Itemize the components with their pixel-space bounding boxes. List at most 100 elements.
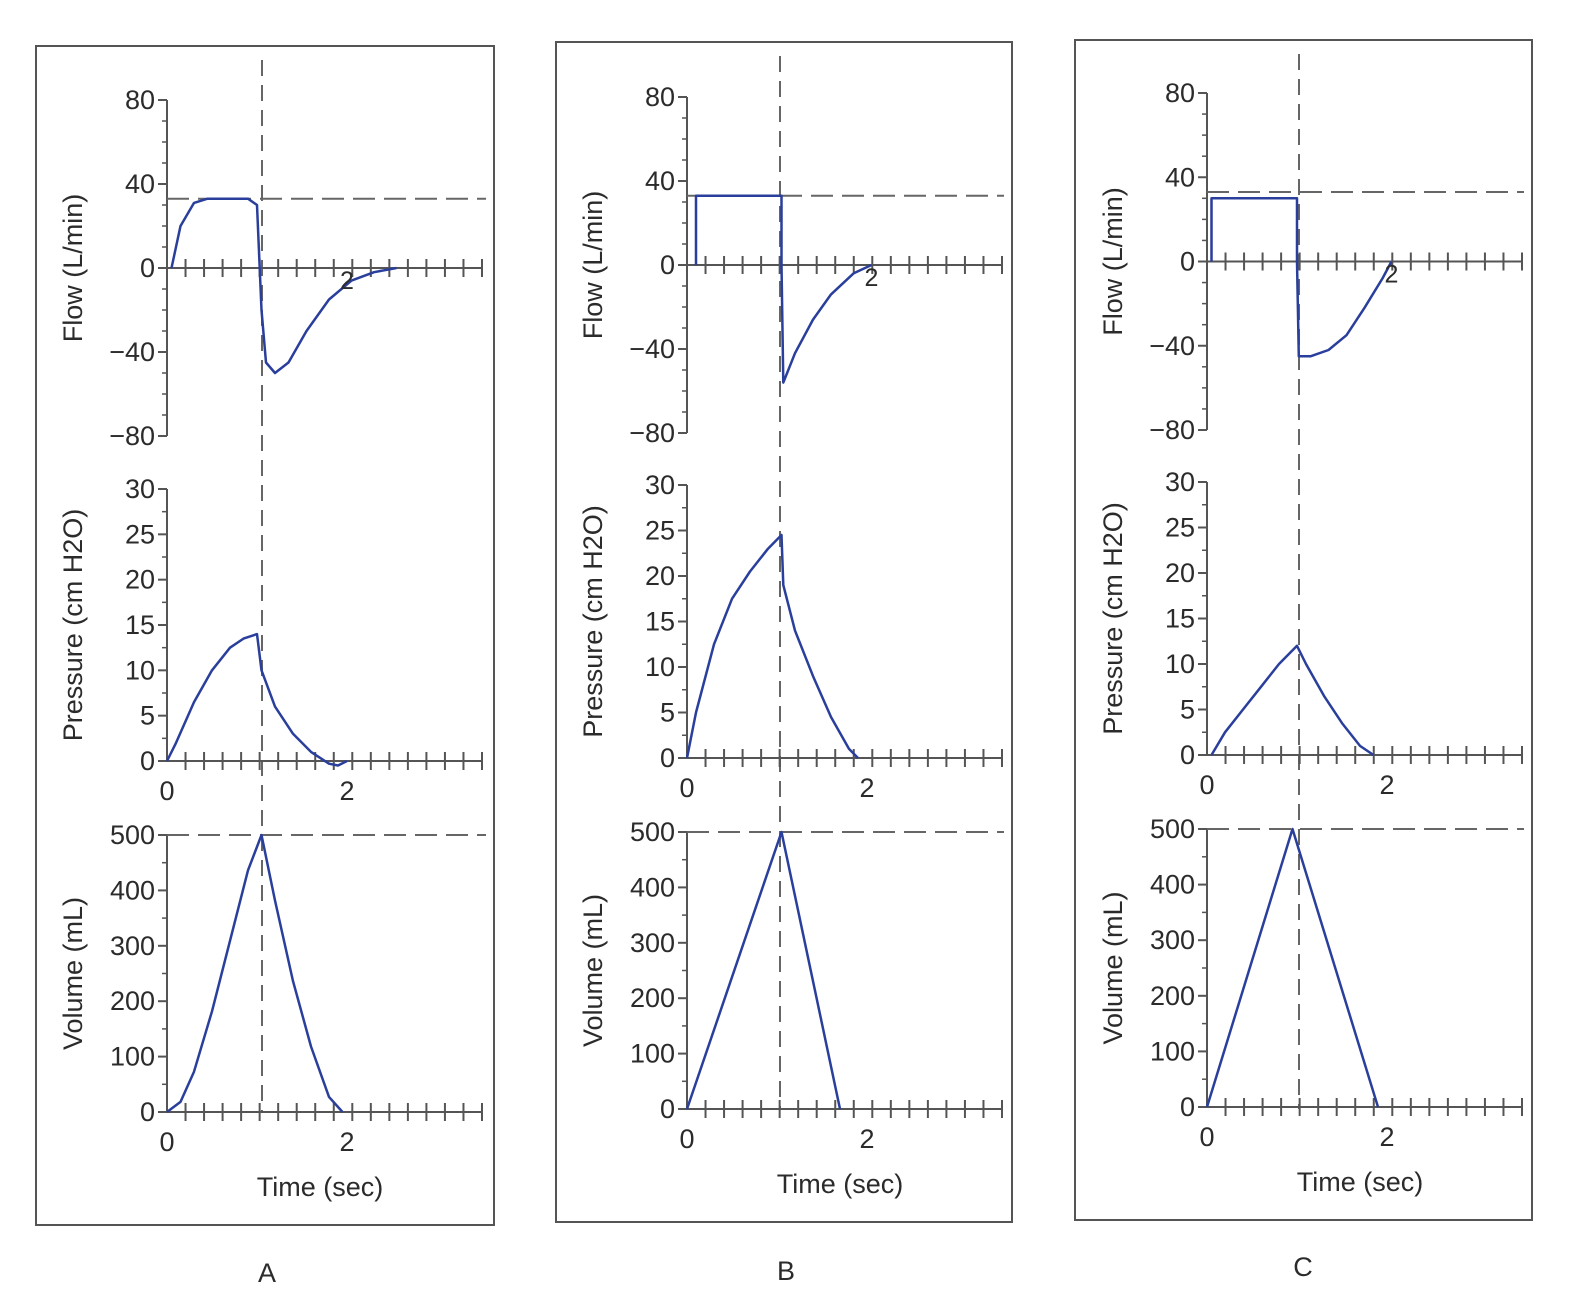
series-line [165, 632, 348, 767]
y-tick-label: 100 [110, 1042, 155, 1072]
y-tick-label: 5 [1180, 695, 1195, 725]
y-tick-label: 100 [630, 1039, 675, 1069]
y-tick-label: 80 [125, 85, 155, 115]
y-tick-label: 25 [1165, 513, 1195, 543]
series-line [694, 194, 873, 384]
subplot-flow: 80 40 0 −40 −80 Flow (L/min) 2 [1098, 78, 1524, 445]
y-axis-title: Flow (L/min) [58, 194, 88, 343]
y-tick-label: 40 [1165, 162, 1195, 192]
y-tick-label: 15 [125, 610, 155, 640]
series-line [685, 533, 859, 759]
y-tick-label: 0 [660, 1094, 675, 1124]
y-tick-label: −40 [629, 334, 675, 364]
y-tick-label: 10 [1165, 649, 1195, 679]
y-tick-label: 200 [630, 983, 675, 1013]
panel-frame [1074, 39, 1533, 1221]
y-tick-label: −80 [1149, 415, 1195, 445]
y-tick-label: 25 [125, 519, 155, 549]
curve-label: 2 [340, 267, 354, 295]
y-tick-label: 300 [1150, 925, 1195, 955]
y-tick-label: 10 [645, 652, 675, 682]
panel-label: B [777, 1256, 795, 1286]
y-tick-label: 0 [1180, 740, 1195, 770]
y-tick-label: 400 [110, 875, 155, 905]
y-tick-label: −80 [109, 421, 155, 451]
series-line [166, 833, 344, 1114]
y-tick-label: 0 [1180, 247, 1195, 277]
x-tick-label: 0 [1199, 1122, 1214, 1152]
subplot-volume: 500 400 300 200 100 00 2 Volume (mL) Time (sec) [1098, 814, 1524, 1197]
y-tick-label: 400 [1150, 870, 1195, 900]
y-tick-label: 500 [630, 817, 675, 847]
x-axis-title: Time (sec) [1297, 1167, 1424, 1197]
subplot-pressure: 30 25 20 15 10 5 00 2 Pressure (cm H2O) [58, 474, 483, 806]
y-tick-label: 15 [1165, 604, 1195, 634]
subplot-flow: 80 40 0 −40 −80 Flow (L/min) 2 [58, 85, 486, 451]
subplot-pressure: 30 25 20 15 10 5 00 2 Pressure (cm H2O) [1098, 467, 1523, 800]
curve-label: 2 [865, 264, 879, 292]
y-tick-label: −80 [629, 418, 675, 448]
y-tick-label: 25 [645, 516, 675, 546]
panel-frame [555, 41, 1013, 1223]
y-tick-label: 0 [140, 253, 155, 283]
x-tick-label: 2 [339, 776, 354, 806]
y-tick-label: 300 [630, 928, 675, 958]
x-axis-title: Time (sec) [777, 1169, 904, 1199]
y-tick-label: 80 [1165, 78, 1195, 108]
y-tick-label: 20 [125, 565, 155, 595]
y-axis-title: Pressure (cm H2O) [1098, 502, 1128, 735]
y-tick-label: 500 [1150, 814, 1195, 844]
y-tick-label: 80 [645, 82, 675, 112]
y-tick-label: 20 [1165, 558, 1195, 588]
y-tick-label: 200 [110, 986, 155, 1016]
y-tick-label: 20 [645, 561, 675, 591]
x-tick-label: 2 [859, 1124, 874, 1154]
y-axis-title: Pressure (cm H2O) [58, 509, 88, 742]
y-tick-label: 100 [1150, 1036, 1195, 1066]
y-tick-label: 0 [660, 743, 675, 773]
y-tick-label: 400 [630, 872, 675, 902]
y-tick-label: 0 [140, 1097, 155, 1127]
x-tick-label: 0 [159, 1127, 174, 1157]
panel-frame [35, 45, 495, 1226]
x-tick-label: 2 [1379, 1122, 1394, 1152]
y-axis-title: Volume (mL) [1098, 891, 1128, 1044]
y-tick-label: 0 [1180, 1092, 1195, 1122]
subplot-flow: 80 40 0 −40 −80 Flow (L/min) 2 [578, 82, 1004, 448]
subplot-volume: 500 400 300 200 100 00 2 Volume (mL) Time (sec) [58, 820, 486, 1202]
x-tick-label: 0 [1199, 770, 1214, 800]
y-tick-label: 40 [645, 166, 675, 196]
y-axis-title: Flow (L/min) [578, 191, 608, 340]
y-tick-label: 15 [645, 607, 675, 637]
y-tick-label: 5 [660, 698, 675, 728]
y-tick-label: 10 [125, 655, 155, 685]
y-tick-label: 200 [1150, 981, 1195, 1011]
y-axis-title: Pressure (cm H2O) [578, 505, 608, 738]
x-tick-label: 0 [679, 773, 694, 803]
series-line [170, 197, 397, 375]
y-tick-label: 0 [140, 746, 155, 776]
x-tick-label: 2 [339, 1127, 354, 1157]
y-axis-title: Volume (mL) [58, 897, 88, 1050]
series-line [1205, 827, 1380, 1108]
y-tick-label: 40 [125, 169, 155, 199]
y-tick-label: 0 [660, 250, 675, 280]
y-tick-label: −40 [1149, 331, 1195, 361]
y-tick-label: 30 [1165, 467, 1195, 497]
x-tick-label: 2 [859, 773, 874, 803]
y-axis-title: Volume (mL) [578, 894, 608, 1047]
y-tick-label: 30 [645, 470, 675, 500]
y-axis-title: Flow (L/min) [1098, 187, 1128, 336]
panel-label: C [1293, 1252, 1313, 1282]
curve-label: 2 [1385, 261, 1399, 289]
series-line [1210, 197, 1393, 358]
x-tick-label: 0 [159, 776, 174, 806]
series-line [1210, 644, 1375, 757]
y-tick-label: 500 [110, 820, 155, 850]
subplot-volume: 500 400 300 200 100 00 2 Volume (mL) Time (sec) [578, 817, 1004, 1199]
x-axis-title: Time (sec) [257, 1172, 384, 1202]
